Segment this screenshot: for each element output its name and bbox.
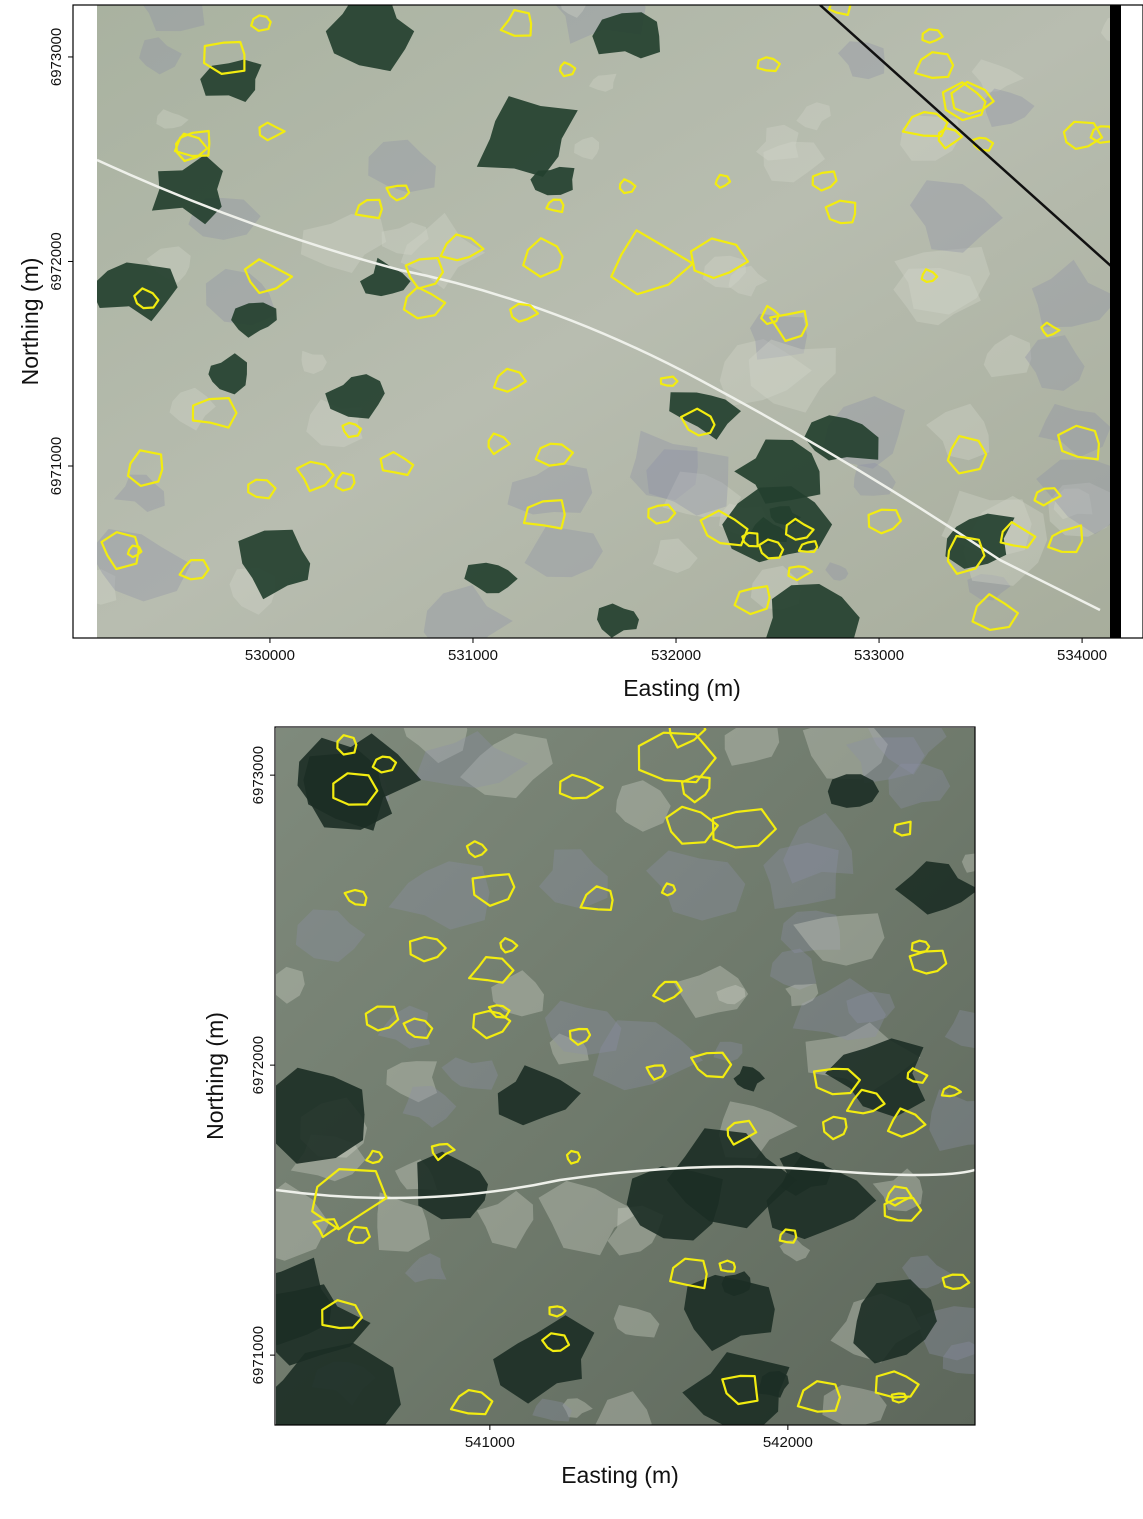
- x-axis-title: Easting (m): [561, 1462, 679, 1488]
- y-tick-label: 6973000: [250, 746, 267, 804]
- y-tick-label: 6971000: [250, 1326, 267, 1384]
- satellite-image: [230, 698, 1003, 1461]
- y-tick-label: 6972000: [250, 1036, 267, 1094]
- satellite-image: [73, 0, 1137, 658]
- y-tick-label: 6973000: [48, 28, 65, 86]
- no-data: [1110, 5, 1121, 638]
- x-tick-label: 530000: [245, 647, 295, 664]
- x-tick-label: 533000: [854, 647, 904, 664]
- y-axis-title: Northing (m): [17, 258, 43, 386]
- x-tick-label: 534000: [1057, 647, 1107, 664]
- x-axis-title: Easting (m): [623, 675, 741, 701]
- x-tick-label: 531000: [448, 647, 498, 664]
- x-tick-label: 532000: [651, 647, 701, 664]
- y-axis-title: Northing (m): [202, 1012, 228, 1140]
- x-tick-label: 542000: [763, 1434, 813, 1451]
- y-tick-label: 6971000: [48, 437, 65, 495]
- figure: 530000 531000 532000 533000 534000 6971000 697…: [0, 0, 1143, 1514]
- x-tick-label: 541000: [465, 1434, 515, 1451]
- y-tick-label: 6972000: [48, 232, 65, 290]
